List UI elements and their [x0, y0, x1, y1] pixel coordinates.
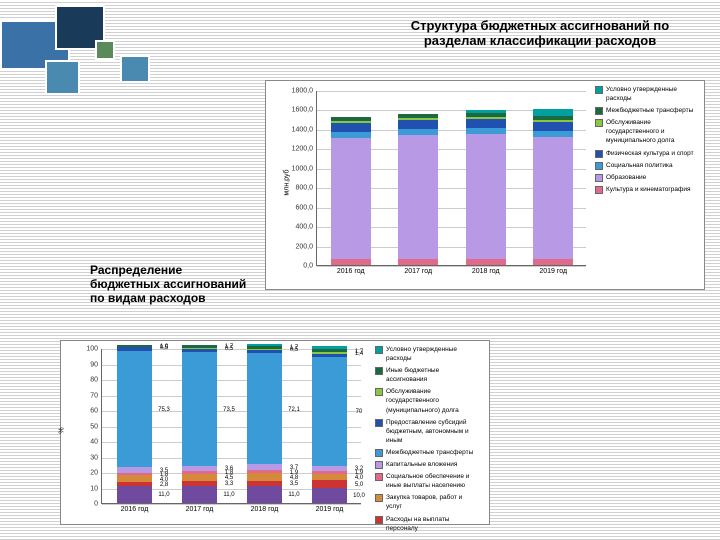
sub-title: Распределение бюджетных ассигнований по … — [90, 263, 250, 305]
chart-structure: 0,0200,0400,0600,0800,01000,01200,01400,… — [265, 80, 705, 290]
main-title: Структура бюджетных ассигнований по разд… — [390, 18, 690, 48]
chart-distribution: 010203040506070809010011,02,84,01,83,575… — [60, 340, 490, 525]
